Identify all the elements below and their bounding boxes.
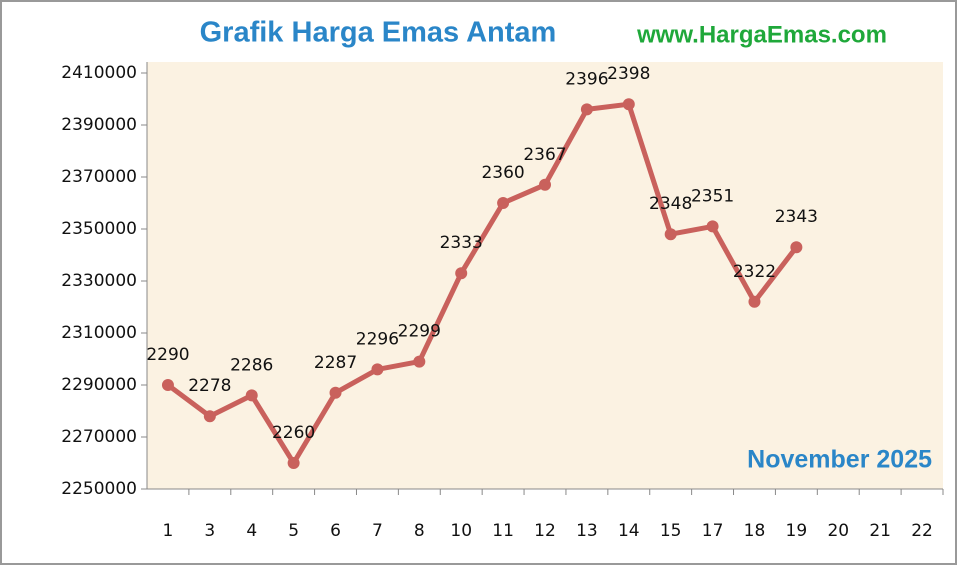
- x-tick-label: 17: [702, 521, 724, 541]
- data-point: [455, 267, 468, 280]
- data-label: 2287: [314, 353, 357, 373]
- data-point: [413, 355, 426, 368]
- y-tick-label: 2310000: [61, 323, 137, 343]
- data-label: 2348: [649, 194, 692, 214]
- x-tick-label: 8: [414, 521, 425, 541]
- data-point: [245, 389, 258, 402]
- data-label: 2278: [188, 376, 231, 396]
- data-label: 2296: [356, 329, 399, 349]
- x-tick-label: 15: [660, 521, 682, 541]
- x-tick-label: 20: [827, 521, 849, 541]
- data-label: 2396: [565, 69, 608, 89]
- y-tick-label: 2350000: [61, 219, 137, 239]
- x-tick-label: 12: [534, 521, 556, 541]
- x-tick-label: 1: [163, 521, 174, 541]
- y-tick-label: 2290000: [61, 375, 137, 395]
- data-point: [664, 228, 677, 241]
- y-tick-label: 2370000: [61, 167, 137, 187]
- x-tick-label: 3: [204, 521, 215, 541]
- x-tick-label: 5: [288, 521, 299, 541]
- x-tick-label: 14: [618, 521, 640, 541]
- data-point: [497, 197, 510, 209]
- y-tick-label: 2330000: [61, 271, 137, 291]
- x-tick-label: 6: [330, 521, 341, 541]
- data-point: [371, 363, 384, 376]
- data-label: 2299: [398, 322, 441, 342]
- data-point: [706, 220, 719, 233]
- data-label: 2286: [230, 355, 273, 375]
- x-tick-label: 7: [372, 521, 383, 541]
- x-tick-label: 11: [492, 521, 514, 541]
- y-tick-label: 2270000: [61, 427, 137, 447]
- chart-subtitle: www.HargaEmas.com: [636, 21, 887, 48]
- data-point: [329, 386, 342, 399]
- x-tick-label: 10: [450, 521, 472, 541]
- x-tick-label: 22: [911, 521, 933, 541]
- data-label: 2351: [691, 186, 734, 206]
- x-tick-label: 4: [246, 521, 257, 541]
- data-label: 2367: [523, 145, 566, 165]
- data-point: [622, 98, 635, 111]
- data-label: 2260: [272, 423, 315, 443]
- period-annotation: November 2025: [747, 446, 932, 474]
- data-label: 2322: [733, 262, 776, 282]
- data-point: [203, 410, 216, 423]
- data-point: [748, 295, 761, 308]
- data-point: [790, 241, 803, 254]
- y-tick-label: 2410000: [61, 63, 137, 83]
- data-label: 2333: [440, 233, 483, 253]
- y-tick-label: 2390000: [61, 115, 137, 135]
- series-line: [166, 101, 799, 466]
- x-tick-label: 18: [744, 521, 766, 541]
- data-point: [580, 103, 593, 116]
- data-point: [539, 178, 551, 191]
- data-label: 2290: [146, 345, 189, 365]
- data-point: [161, 379, 174, 391]
- data-label: 2360: [481, 163, 524, 183]
- data-label: 2343: [775, 207, 818, 227]
- x-tick-label: 13: [576, 521, 598, 541]
- y-tick-label: 2250000: [61, 479, 137, 499]
- chart-title: Grafik Harga Emas Antam: [200, 17, 557, 49]
- data-point: [287, 457, 300, 469]
- plot-area: [147, 62, 943, 489]
- x-tick-label: 21: [869, 521, 891, 541]
- x-tick-label: 19: [786, 521, 808, 541]
- data-label: 2398: [607, 64, 650, 84]
